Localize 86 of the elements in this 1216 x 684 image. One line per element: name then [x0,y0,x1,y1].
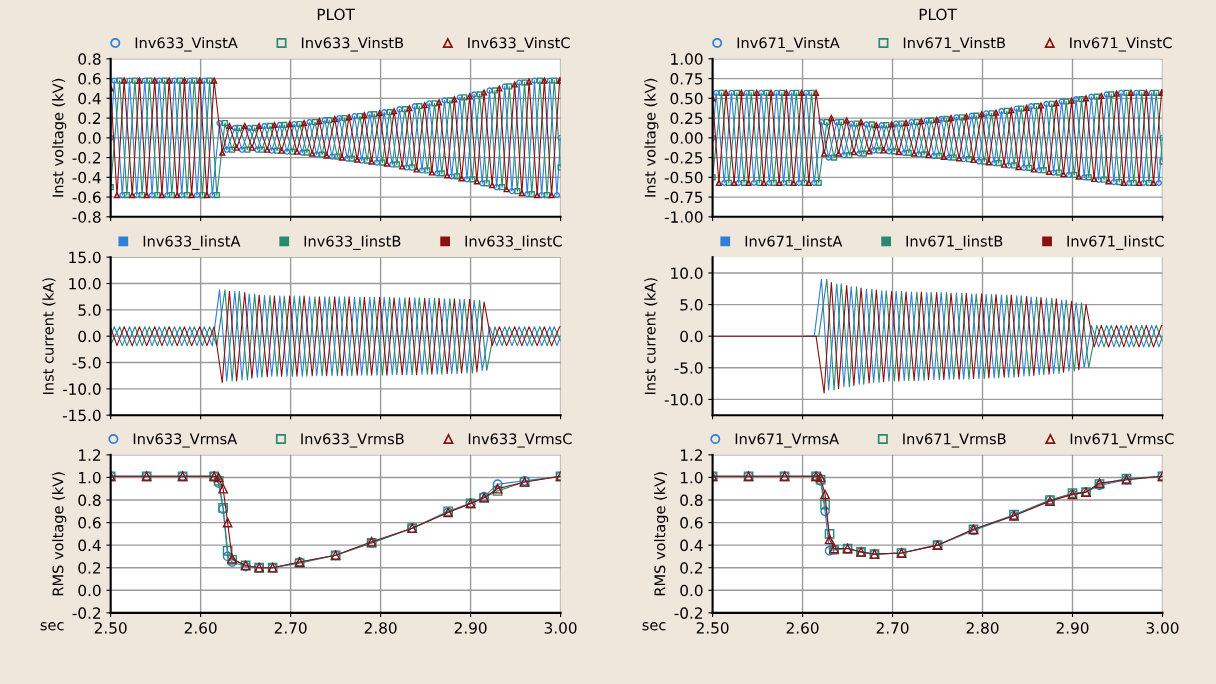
y-tick-label: 0.0 [680,584,703,597]
y-axis-title: Inst voltage (kV) [52,78,67,197]
x-tick-label: 2.60 [184,622,217,634]
x-tick-label: 2.80 [364,622,397,634]
y-tick-label: -0.6 [72,191,101,204]
legend-label: Inv633_VinstB [301,37,404,52]
legend-label: Inv671_VrmsA [735,433,839,448]
legend-label: Inv633_IinstC [465,235,562,250]
y-tick-label: 0.6 [78,73,101,85]
y-tick-label: 0.00 [670,132,703,144]
y-tick-label: 0.8 [680,494,703,507]
y-tick-label: 0.4 [78,539,101,552]
y-tick-label: -5.0 [674,362,703,374]
legend-label: Inv671_IinstA [745,235,843,250]
y-tick-label: 0.2 [78,112,101,125]
x-tick-label: 2.50 [94,622,127,634]
legend-label: Inv633_VrmsB [301,433,404,448]
y-tick-label: 1.2 [79,449,101,461]
x-tick-label: 2.70 [876,622,909,634]
legend-label: Inv633_IinstB [304,235,401,250]
y-tick-label: 5.0 [680,299,703,311]
y-tick-label: -0.50 [664,171,703,184]
y-tick-label: -0.2 [72,607,101,619]
y-tick-label: 10.0 [69,277,101,290]
y-tick-label: 0.2 [78,562,101,574]
legend-label: Inv633_VinstA [135,37,238,52]
x-tick-label: 3.00 [1146,622,1179,634]
x-tick-label: 2.50 [696,622,729,634]
y-tick-label: -10.0 [664,393,703,406]
y-tick-label: 0.50 [670,92,703,105]
y-tick-label: -0.8 [72,211,101,223]
y-tick-label: -5.0 [72,356,101,369]
y-tick-label: -15.0 [62,409,101,422]
y-axis-title: Inst current (kA) [42,278,56,395]
y-axis-title: Inst current (kA) [644,278,658,395]
chart-title: PLOT [317,8,355,21]
y-tick-label: 0.2 [680,562,703,574]
x-tick-label: 2.90 [1056,622,1089,634]
y-axis-title: RMS voltage (kV) [52,472,67,596]
y-tick-label: 5.0 [78,304,101,316]
y-tick-label: 0.25 [670,112,703,125]
y-tick-label: 0.4 [78,92,101,105]
legend-label: Inv633_VrmsC [468,433,572,448]
y-tick-label: 1.2 [680,449,703,461]
legend-label: Inv671_IinstC [1067,235,1164,250]
y-tick-label: -0.2 [674,607,703,619]
y-tick-label: 1.00 [671,53,703,65]
y-tick-label: -1.00 [664,211,703,223]
y-axis-title: RMS voltage (kV) [654,472,669,596]
legend-label: Inv633_VinstC [468,37,570,52]
y-tick-label: 0.6 [680,517,703,529]
legend-label: Inv633_VrmsA [133,433,238,448]
legend-label: Inv671_VrmsC [1070,433,1174,448]
legend-label: Inv671_IinstB [906,235,1003,250]
legend-label: Inv671_VinstC [1070,37,1172,52]
x-tick-label: 2.70 [274,622,307,634]
y-tick-label: -0.75 [664,191,703,204]
y-tick-label: -0.2 [72,152,101,164]
chart-title: PLOT [919,8,957,21]
y-tick-label: 0.8 [78,494,101,507]
y-tick-label: 0.75 [670,73,703,85]
y-tick-label: -0.4 [72,171,101,184]
legend-label: Inv671_VrmsB [903,433,1006,448]
x-tick-label: 2.90 [454,622,487,634]
y-tick-label: 1.0 [79,471,101,484]
y-axis-title: Inst voltage (kV) [644,78,659,197]
x-tick-label: 3.00 [544,622,577,634]
y-tick-label: 0.0 [78,330,101,343]
y-tick-label: 0.0 [78,132,101,144]
y-tick-label: 0.0 [78,584,101,597]
y-tick-label: 0.4 [680,539,703,552]
y-tick-label: 1.0 [680,471,703,484]
x-axis-title: sec [40,622,64,631]
x-tick-label: 2.80 [966,622,999,634]
y-tick-label: 0.6 [78,517,101,529]
y-tick-label: -10.0 [62,383,101,395]
x-axis-title: sec [642,622,666,631]
y-tick-label: 0.8 [78,53,101,65]
y-tick-label: 0.0 [680,330,703,343]
y-tick-label: 10.0 [671,267,703,280]
y-tick-label: -0.25 [664,152,703,164]
x-tick-label: 2.60 [786,622,819,634]
legend-label: Inv633_IinstA [143,235,241,250]
legend-label: Inv671_VinstB [903,37,1005,52]
legend-label: Inv671_VinstA [737,37,840,52]
y-tick-label: 15.0 [69,251,101,264]
